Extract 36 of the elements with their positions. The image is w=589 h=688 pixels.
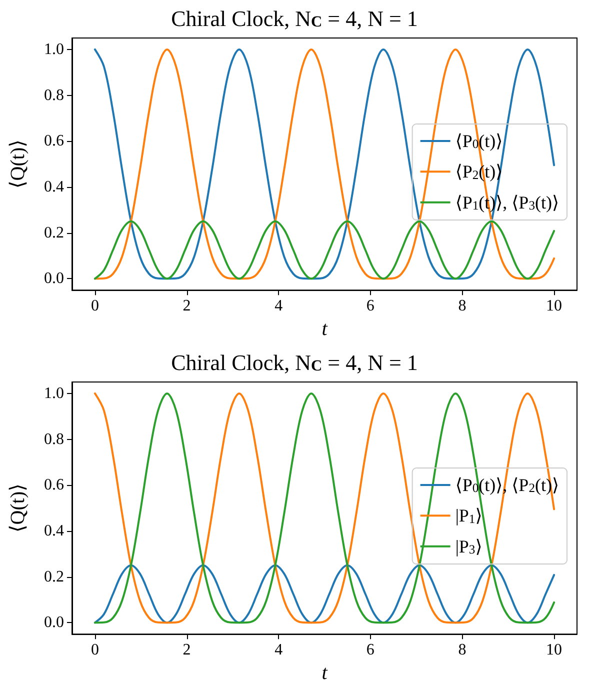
y-tick-label: 0.0 <box>44 270 64 288</box>
x-tick-label: 8 <box>458 298 466 315</box>
y-tick-label: 0.2 <box>44 224 64 242</box>
x-tick-label: 6 <box>366 642 374 659</box>
y-tick-label: 0.6 <box>44 132 64 150</box>
x-tick-label: 0 <box>90 298 99 315</box>
x-tick-label: 2 <box>182 642 191 659</box>
line-series <box>94 48 556 280</box>
y-tick-label: 0.6 <box>44 476 64 494</box>
x-tick-label: 10 <box>546 298 562 315</box>
legend-label: |P3⟩ <box>455 536 482 556</box>
x-tick-label: 8 <box>458 642 466 659</box>
y-tick-label: 0.2 <box>44 568 64 586</box>
x-tick-label: 10 <box>546 642 562 659</box>
line-series <box>94 220 556 280</box>
y-tick-label: 1.0 <box>44 40 64 58</box>
x-tick-label: 6 <box>366 298 374 315</box>
x-tick-label: 4 <box>274 298 283 315</box>
chart-title: Chiral Clock, NC = 4, N = 1 <box>171 6 418 31</box>
x-axis-title: t <box>322 318 328 340</box>
x-tick-label: 2 <box>182 298 191 315</box>
y-tick-label: 0.4 <box>44 178 64 196</box>
y-tick-label: 0.0 <box>44 614 64 632</box>
y-tick-label: 0.8 <box>44 86 64 104</box>
x-tick-label: 4 <box>274 642 283 659</box>
x-tick-label: 0 <box>90 642 99 659</box>
x-axis-title: t <box>322 662 328 684</box>
legend-label: |P1⟩ <box>455 506 482 526</box>
line-series <box>94 392 556 624</box>
chart-title: Chiral Clock, NC = 4, N = 1 <box>171 350 418 375</box>
y-tick-label: 0.8 <box>44 430 64 448</box>
line-series <box>94 564 556 624</box>
y-tick-label: 0.4 <box>44 522 64 540</box>
y-tick-label: 1.0 <box>44 384 64 402</box>
y-axis-title: ⟨Q(t)⟩ <box>7 140 29 189</box>
y-axis-title: ⟨Q(t)⟩ <box>7 484 29 533</box>
